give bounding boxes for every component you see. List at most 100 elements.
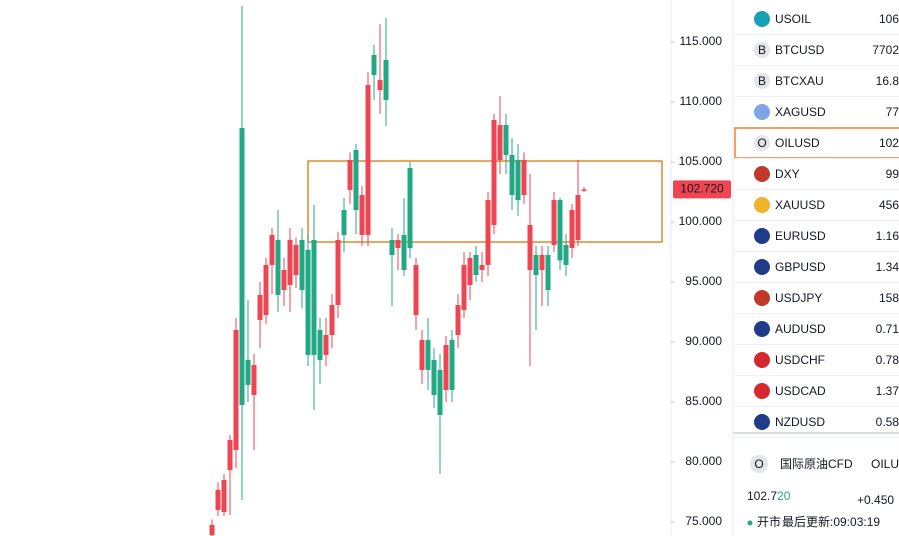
- candle-body: [311, 239, 317, 355]
- watchlist-row[interactable]: O OILUSD 102: [733, 127, 899, 159]
- symbol: OILUSD: [775, 136, 820, 150]
- watchlist-row[interactable]: USOIL 106: [733, 11, 899, 35]
- symbol-icon: [754, 228, 770, 244]
- detail-updated: 最后更新:09:03:19: [782, 514, 880, 529]
- symbol: USDCHF: [775, 353, 825, 367]
- symbol-price: 1.34: [876, 260, 899, 274]
- price-zone: [307, 160, 663, 243]
- symbol: AUDUSD: [775, 322, 826, 336]
- candle-body: [563, 245, 569, 265]
- symbol-badge: B: [758, 43, 766, 57]
- detail-price: 102.720: [747, 489, 791, 503]
- watchlist-row[interactable]: EURUSD 1.16: [733, 228, 899, 252]
- candle-body: [443, 344, 449, 390]
- symbol-icon: [754, 197, 770, 213]
- symbol: XAGUSD: [775, 105, 826, 119]
- watchlist-row[interactable]: USDCHF 0.78: [733, 352, 899, 376]
- candle-body: [479, 264, 485, 270]
- symbol-price: 16.8: [876, 74, 899, 88]
- y-tick-label: 115.000: [680, 34, 723, 48]
- symbol: USOIL: [775, 12, 811, 26]
- candle-body: [545, 254, 551, 291]
- symbol-badge: O: [757, 136, 766, 150]
- candle-body: [371, 54, 377, 75]
- candle-body: [533, 254, 539, 276]
- candle-body: [221, 479, 227, 513]
- candle-body: [491, 119, 497, 225]
- candle-body: [557, 200, 563, 261]
- candle-body: [359, 194, 365, 235]
- symbol: USDJPY: [775, 291, 822, 305]
- detail-name: 国际原油CFD: [780, 457, 853, 471]
- watchlist-row[interactable]: NZDUSD 0.58: [733, 414, 899, 438]
- price-head: 102.7: [747, 489, 777, 503]
- candle-body: [299, 239, 305, 291]
- candle-body: [329, 305, 335, 336]
- symbol: EURUSD: [775, 229, 826, 243]
- candle-body: [251, 365, 257, 396]
- candle-body: [395, 239, 401, 249]
- candle-body: [347, 159, 353, 190]
- watchlist-row[interactable]: XAUUSD 456: [733, 197, 899, 221]
- y-tick-label: 110.000: [680, 94, 723, 108]
- candle-body: [317, 329, 323, 360]
- symbol-icon: [754, 42, 770, 58]
- y-tick-label: 75.000: [685, 514, 722, 528]
- candle-body: [257, 294, 263, 321]
- symbol-icon: [754, 135, 770, 151]
- watchlist-row[interactable]: XAGUSD 77: [733, 104, 899, 128]
- candle-body: [293, 245, 299, 276]
- candle-body: [227, 440, 233, 471]
- watchlist-row[interactable]: GBPUSD 1.34: [733, 259, 899, 283]
- watchlist-row[interactable]: B BTCUSD 7702: [733, 42, 899, 66]
- symbol: DXY: [775, 167, 800, 181]
- candle-body: [407, 167, 413, 249]
- candle-body: [473, 254, 479, 276]
- candle-body: [485, 200, 491, 265]
- last-price-label: 102.720: [680, 182, 724, 196]
- watchlist-row[interactable]: B BTCXAU 16.8: [733, 73, 899, 97]
- candle-body: [413, 264, 419, 315]
- detail-symbol: OILU: [871, 457, 899, 471]
- symbol: XAUUSD: [775, 198, 825, 212]
- last-price-box: [673, 180, 731, 199]
- candle-body: [431, 359, 437, 396]
- symbol-icon: [754, 11, 770, 27]
- candle-body: [527, 224, 533, 270]
- candle-body: [521, 159, 527, 195]
- detail-badge: O: [754, 457, 763, 471]
- candle-body: [581, 189, 587, 191]
- candle-body: [239, 128, 245, 405]
- watchlist-row[interactable]: DXY 99: [733, 166, 899, 190]
- symbol-price: 1.37: [876, 384, 899, 398]
- candle-body: [305, 249, 311, 355]
- symbol-price: 99: [886, 167, 899, 181]
- watchlist-row[interactable]: USDJPY 158: [733, 290, 899, 314]
- detail-icon: [750, 455, 768, 473]
- symbol-icon: [754, 104, 770, 120]
- y-tick-label: 100.000: [679, 214, 723, 228]
- symbol-icon: [754, 383, 770, 399]
- symbol-price: 77: [886, 105, 899, 119]
- symbol-icon: [754, 290, 770, 306]
- candle-body: [461, 264, 467, 310]
- symbol-icon: [754, 73, 770, 89]
- y-tick-label: 105.000: [679, 154, 723, 168]
- symbol-price: 0.71: [876, 322, 899, 336]
- symbol: USDCAD: [775, 384, 826, 398]
- candle-body: [281, 269, 287, 291]
- candle-body: [245, 359, 251, 385]
- candle-body: [575, 194, 581, 240]
- candle-body: [401, 234, 407, 270]
- candle-body: [503, 125, 509, 156]
- watchlist-row[interactable]: USDCAD 1.37: [733, 383, 899, 407]
- y-tick-label: 90.000: [685, 334, 722, 348]
- candle-body: [419, 339, 425, 370]
- symbol-price: 456: [879, 198, 899, 212]
- candle-body: [323, 335, 329, 355]
- candle-body: [497, 125, 503, 160]
- watchlist-row[interactable]: AUDUSD 0.71: [733, 321, 899, 345]
- candle-body: [389, 239, 395, 255]
- symbol-price: 158: [879, 291, 899, 305]
